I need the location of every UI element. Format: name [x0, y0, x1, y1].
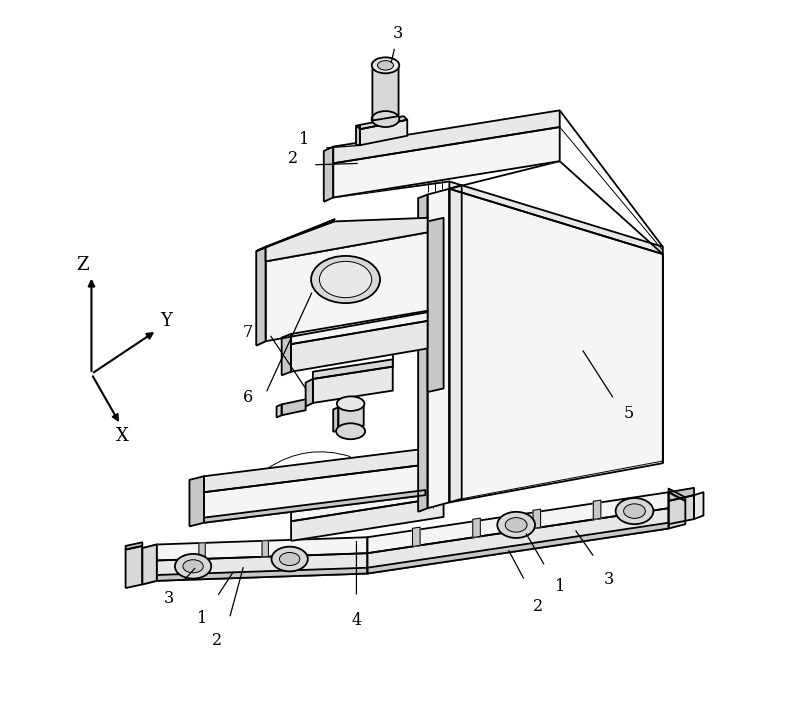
- Text: Y: Y: [160, 312, 172, 330]
- Polygon shape: [367, 508, 669, 574]
- Polygon shape: [313, 359, 393, 379]
- Ellipse shape: [271, 547, 308, 571]
- Polygon shape: [427, 218, 443, 392]
- Ellipse shape: [378, 60, 394, 70]
- Text: 2: 2: [287, 150, 298, 167]
- Polygon shape: [204, 449, 426, 492]
- Polygon shape: [199, 543, 206, 559]
- Ellipse shape: [279, 552, 300, 566]
- Ellipse shape: [337, 396, 365, 411]
- Polygon shape: [190, 476, 204, 526]
- Polygon shape: [367, 523, 669, 574]
- Polygon shape: [277, 404, 282, 417]
- Polygon shape: [256, 247, 266, 346]
- Polygon shape: [334, 407, 338, 432]
- Polygon shape: [266, 232, 427, 341]
- Text: 1: 1: [554, 578, 565, 595]
- Polygon shape: [450, 182, 663, 254]
- Polygon shape: [413, 527, 420, 547]
- Text: 7: 7: [242, 324, 253, 341]
- Polygon shape: [291, 321, 427, 372]
- Polygon shape: [360, 120, 407, 145]
- Polygon shape: [334, 110, 560, 163]
- Polygon shape: [313, 367, 393, 403]
- Ellipse shape: [498, 512, 535, 538]
- Polygon shape: [306, 379, 313, 407]
- Ellipse shape: [183, 560, 203, 573]
- Text: 2: 2: [533, 597, 543, 615]
- Polygon shape: [669, 488, 694, 501]
- Ellipse shape: [175, 554, 211, 579]
- Polygon shape: [324, 147, 334, 202]
- Polygon shape: [291, 497, 443, 541]
- Polygon shape: [357, 116, 407, 129]
- Polygon shape: [282, 334, 291, 375]
- Polygon shape: [157, 553, 367, 581]
- Polygon shape: [669, 489, 686, 501]
- Polygon shape: [266, 218, 427, 261]
- Polygon shape: [450, 189, 663, 502]
- Ellipse shape: [372, 111, 399, 127]
- Polygon shape: [669, 495, 694, 524]
- Text: 2: 2: [212, 632, 222, 649]
- Text: 3: 3: [164, 590, 174, 608]
- Text: 3: 3: [393, 25, 403, 42]
- Polygon shape: [418, 195, 427, 512]
- Text: X: X: [116, 427, 129, 444]
- Text: 6: 6: [242, 389, 253, 407]
- Polygon shape: [266, 218, 427, 261]
- Text: 4: 4: [351, 612, 362, 629]
- Ellipse shape: [616, 498, 654, 524]
- Text: Z: Z: [77, 256, 89, 274]
- Polygon shape: [533, 509, 541, 529]
- Polygon shape: [594, 500, 601, 520]
- Polygon shape: [291, 311, 427, 344]
- Polygon shape: [262, 541, 268, 557]
- Polygon shape: [427, 189, 450, 508]
- Polygon shape: [126, 542, 142, 550]
- Polygon shape: [204, 465, 426, 523]
- Polygon shape: [694, 492, 703, 519]
- Ellipse shape: [506, 518, 527, 532]
- Text: 1: 1: [299, 131, 310, 148]
- Polygon shape: [204, 490, 426, 523]
- Polygon shape: [126, 546, 142, 588]
- Polygon shape: [367, 492, 669, 553]
- Polygon shape: [669, 492, 686, 529]
- Polygon shape: [473, 518, 480, 537]
- Text: 5: 5: [623, 405, 634, 423]
- Ellipse shape: [319, 261, 372, 298]
- Polygon shape: [291, 486, 443, 521]
- Polygon shape: [142, 544, 157, 584]
- Polygon shape: [256, 219, 334, 251]
- Text: 1: 1: [198, 610, 208, 627]
- Text: 3: 3: [604, 571, 614, 588]
- Polygon shape: [142, 544, 157, 584]
- Polygon shape: [357, 126, 360, 145]
- Ellipse shape: [624, 504, 646, 518]
- Ellipse shape: [372, 57, 399, 73]
- Polygon shape: [338, 403, 364, 430]
- Polygon shape: [157, 568, 367, 581]
- Ellipse shape: [336, 423, 365, 439]
- Ellipse shape: [311, 256, 380, 303]
- Polygon shape: [450, 185, 462, 502]
- Polygon shape: [373, 65, 398, 121]
- Polygon shape: [334, 127, 560, 197]
- Polygon shape: [282, 399, 306, 415]
- Polygon shape: [157, 537, 367, 560]
